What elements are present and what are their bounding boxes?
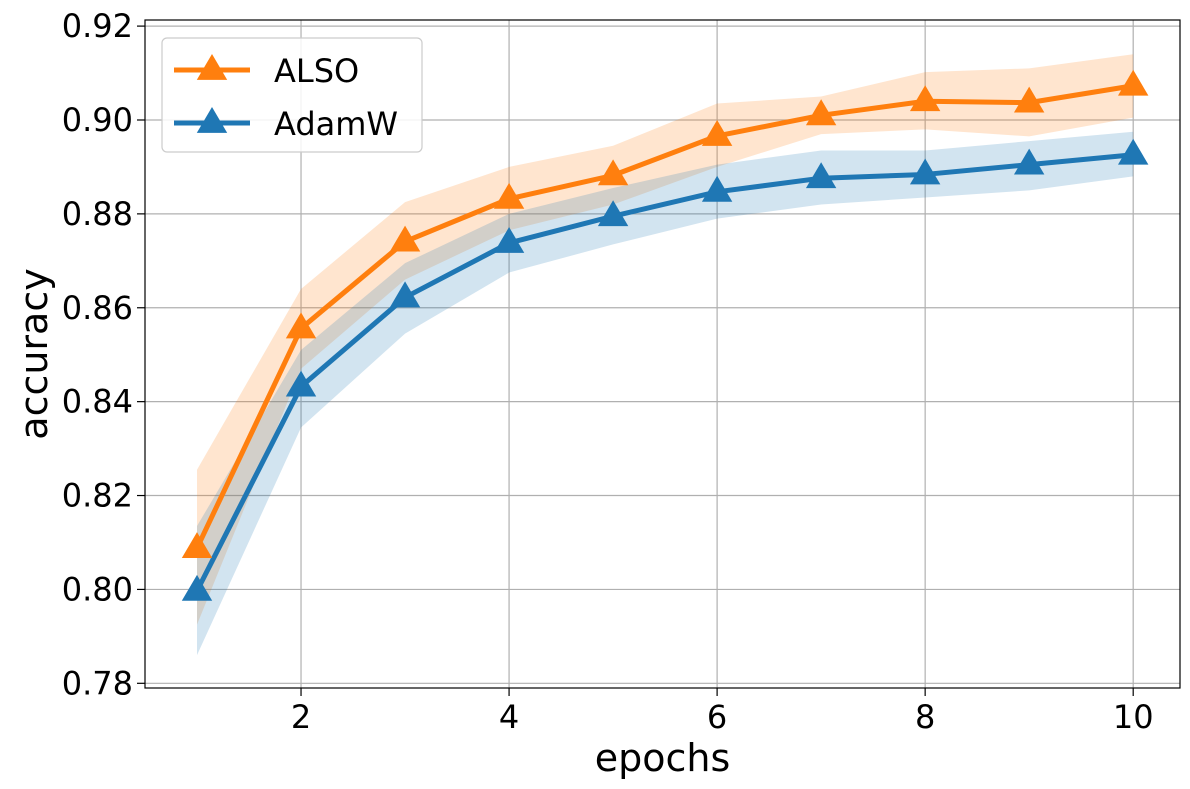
- x-axis-ticks: 2 4 6 8 10: [291, 688, 1154, 736]
- point-also-7: [805, 99, 837, 126]
- x-tick-label-2: 6: [707, 698, 727, 736]
- y-axis-ticks: 0.78 0.80 0.82 0.84 0.86 0.88 0.90 0.92: [62, 7, 145, 702]
- y-tick-label-0: 0.78: [62, 664, 133, 702]
- point-adamw-8: [909, 158, 941, 185]
- y-tick-label-1: 0.80: [62, 570, 133, 608]
- point-also-1: [181, 532, 213, 559]
- x-tick-label-1: 4: [499, 698, 519, 736]
- x-tick-label-3: 8: [915, 698, 935, 736]
- point-also-2: [285, 312, 317, 339]
- point-adamw-6: [701, 175, 733, 202]
- y-tick-label-5: 0.88: [62, 195, 133, 233]
- point-also-9: [1013, 86, 1045, 113]
- point-adamw-3: [389, 281, 421, 308]
- point-adamw-9: [1013, 148, 1045, 175]
- point-adamw-4: [493, 226, 525, 253]
- point-adamw-7: [805, 162, 837, 189]
- point-adamw-10: [1117, 138, 1149, 165]
- confidence-bands: [197, 54, 1134, 656]
- series-markers: [181, 69, 1149, 601]
- y-tick-label-3: 0.84: [62, 383, 133, 421]
- point-also-8: [909, 85, 941, 112]
- point-also-10: [1117, 69, 1149, 96]
- point-also-4: [493, 182, 525, 209]
- y-tick-label-2: 0.82: [62, 477, 133, 515]
- line-also: [194, 83, 1134, 550]
- line-adamw: [194, 152, 1134, 592]
- point-also-5: [597, 159, 629, 186]
- point-also-6: [701, 119, 733, 146]
- band-adamw: [197, 131, 1134, 656]
- y-axis-title: accuracy: [12, 268, 56, 439]
- point-adamw-2: [285, 370, 317, 397]
- series-lines: [194, 83, 1134, 592]
- legend-marker-adamw: [196, 107, 228, 133]
- legend-label-adamw: AdamW: [274, 105, 398, 143]
- point-also-3: [389, 225, 421, 252]
- x-tick-label-0: 2: [291, 698, 311, 736]
- plot-frame: [144, 19, 1181, 689]
- y-tick-label-6: 0.90: [62, 101, 133, 139]
- legend: ALSO AdamW: [161, 37, 423, 153]
- x-tick-label-4: 10: [1113, 698, 1154, 736]
- y-tick-label-4: 0.86: [62, 289, 133, 327]
- point-adamw-1: [181, 574, 213, 601]
- x-axis-title: epochs: [595, 736, 731, 780]
- legend-label-also: ALSO: [274, 52, 359, 90]
- point-adamw-5: [597, 200, 629, 227]
- y-tick-label-7: 0.92: [62, 7, 133, 45]
- legend-marker-also: [196, 54, 228, 80]
- band-also: [197, 54, 1134, 625]
